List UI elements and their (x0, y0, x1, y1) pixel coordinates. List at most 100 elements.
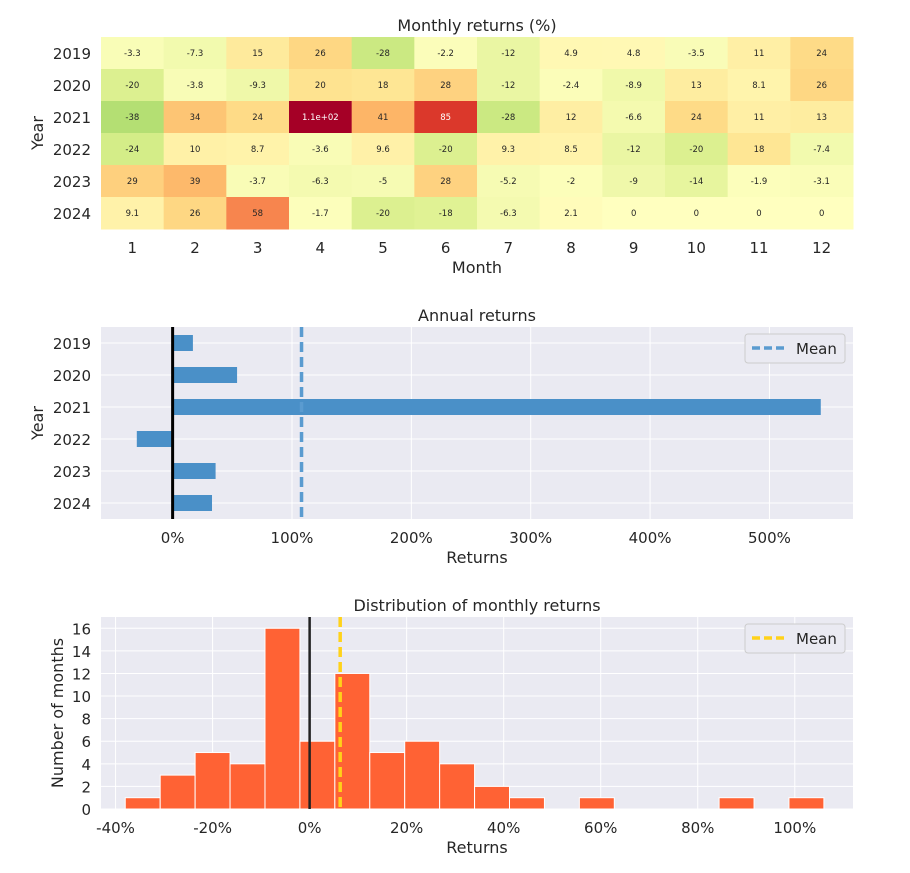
hist-bar (369, 752, 406, 810)
heatmap-cell-label: -28 (501, 113, 515, 123)
heatmap-cell-label: 9.3 (502, 145, 516, 155)
heatmap-cell-label: 26 (816, 81, 827, 91)
heatmap-cell (226, 197, 290, 230)
annual-x-tick-labels: 0% 100% 200% 300% 400% 500% (161, 529, 791, 547)
hist-bar (474, 785, 511, 810)
hist-lines (308, 617, 342, 809)
heatmap-cell (727, 69, 791, 102)
heatmap-cell (539, 133, 603, 166)
heatmap-y-tick-label: 2019 (53, 45, 91, 63)
heatmap-cell (163, 101, 227, 134)
heatmap-cell-label: -14 (689, 177, 703, 187)
heatmap-cell (101, 197, 165, 230)
annual-y-tick-label: 2024 (53, 495, 91, 513)
heatmap-xlabel: Month (452, 258, 502, 277)
hist-x-tick-label: -20% (193, 819, 232, 837)
hist-x-tick-label: 20% (390, 819, 423, 837)
heatmap-cell-label: 18 (378, 81, 389, 91)
hist-bar (788, 797, 825, 810)
heatmap-cell-label: -12 (501, 49, 515, 59)
heatmap-cell-label: -24 (125, 145, 139, 155)
heatmap-cell-label: -3.3 (124, 49, 141, 59)
hist-x-tick-label: 0% (298, 819, 322, 837)
heatmap-cell (665, 37, 729, 70)
annual-x-tick-label: 400% (629, 529, 672, 547)
heatmap-cell-label: 28 (440, 177, 451, 187)
hist-legend-box (744, 623, 846, 654)
heatmap-cell-label: 24 (816, 49, 827, 59)
heatmap-cell (790, 197, 854, 230)
annual-x-tick-label: 0% (161, 529, 185, 547)
heatmap-cell-label: -3.7 (249, 177, 266, 187)
hist-bar (194, 752, 231, 810)
hist-y-tick-labels: 0 2 4 6 8 10 12 14 16 (72, 620, 91, 819)
annual-lines (171, 327, 304, 519)
heatmap-cell-label: -20 (689, 145, 703, 155)
heatmap-cell (539, 197, 603, 230)
heatmap-cell-label: 26 (315, 49, 326, 59)
heatmap-cell-label: -28 (376, 49, 390, 59)
heatmap-cell-label: -7.4 (813, 145, 830, 155)
hist-bar (159, 774, 196, 810)
annual-legend: Mean (744, 333, 846, 364)
heatmap-cell-label: 0 (819, 209, 824, 219)
heatmap-cell (226, 165, 290, 198)
heatmap-cell-label: -20 (439, 145, 453, 155)
annual-x-tick-label: 300% (509, 529, 552, 547)
heatmap-cell (727, 37, 791, 70)
heatmap-cell (665, 133, 729, 166)
annual-bar (172, 495, 213, 511)
heatmap-x-tick-label: 12 (812, 239, 831, 257)
heatmap-cell (101, 133, 165, 166)
heatmap-cell (602, 133, 666, 166)
heatmap-cell-label: -2.4 (563, 81, 580, 91)
hist-y-tick-label: 12 (72, 665, 91, 683)
heatmap-x-tick-label: 1 (128, 239, 138, 257)
heatmap-cell (226, 37, 290, 70)
heatmap-cell (351, 101, 415, 134)
hist-y-tick-label: 8 (81, 711, 91, 729)
heatmap-cell (163, 37, 227, 70)
heatmap-cell-label: 4.8 (627, 49, 641, 59)
heatmap-cell-label: 15 (252, 49, 263, 59)
annual-plot-area (101, 327, 853, 519)
heatmap-cell (226, 101, 290, 134)
hist-bar (578, 797, 615, 810)
heatmap-cell (351, 165, 415, 198)
heatmap-cell (602, 37, 666, 70)
heatmap-cells: -3.3 -7.3 15 26 -28 -2.2 -12 4.9 4.8 -3.5 11 24-20-… (101, 37, 854, 230)
annual-y-tick-label: 2019 (53, 335, 91, 353)
heatmap-cell (163, 133, 227, 166)
heatmap-cell-label: -7.3 (187, 49, 204, 59)
heatmap-cell-label: 11 (754, 49, 765, 59)
heatmap-cell (602, 165, 666, 198)
heatmap-x-tick-label: 7 (504, 239, 514, 257)
heatmap-cell (289, 165, 353, 198)
heatmap-cell (727, 197, 791, 230)
heatmap-cell-label: 13 (816, 113, 827, 123)
hist-bar (299, 740, 336, 810)
heatmap-cell-label: 12 (566, 113, 577, 123)
heatmap-cell-label: -38 (125, 113, 139, 123)
heatmap-cell (602, 69, 666, 102)
hist-y-tick-label: 2 (81, 778, 91, 796)
heatmap-cell (602, 101, 666, 134)
heatmap-cell-label: 13 (691, 81, 702, 91)
heatmap-cell (351, 69, 415, 102)
hist-y-tick-label: 14 (72, 643, 91, 661)
heatmap-cell-label: 8.7 (251, 145, 265, 155)
heatmap-y-tick-label: 2023 (53, 173, 91, 191)
annual-x-tick-label: 100% (271, 529, 314, 547)
hist-bar (509, 797, 545, 810)
heatmap-cell (665, 69, 729, 102)
annual-y-tick-label: 2023 (53, 463, 91, 481)
heatmap-cell (727, 133, 791, 166)
hist-x-tick-label: 100% (773, 819, 816, 837)
heatmap-cell (414, 165, 478, 198)
heatmap-cell-label: 58 (252, 209, 263, 219)
heatmap-cell (727, 165, 791, 198)
heatmap-cell-label: 9.6 (376, 145, 390, 155)
hist-bar (264, 627, 301, 810)
heatmap-cell (289, 69, 353, 102)
